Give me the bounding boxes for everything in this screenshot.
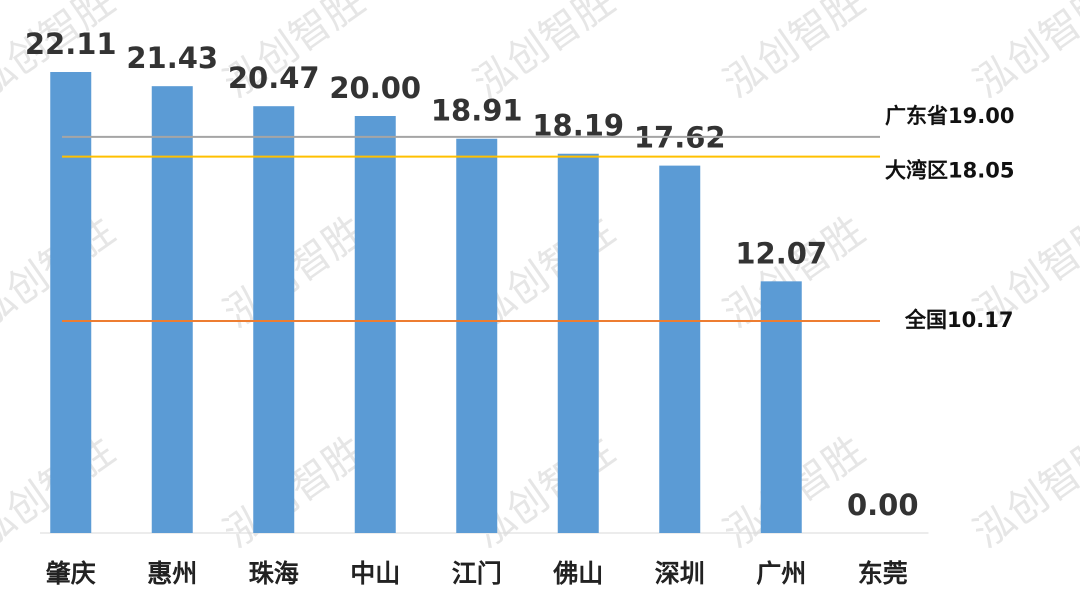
x-tick-label: 江门 bbox=[452, 559, 502, 588]
reference-label: 全国10.17 bbox=[904, 308, 1013, 332]
x-tick-label: 东莞 bbox=[858, 559, 908, 588]
watermark: 泓创智胜 bbox=[716, 0, 873, 107]
bar bbox=[557, 153, 599, 533]
watermark: 泓创智胜 bbox=[466, 0, 623, 107]
x-tick-label: 深圳 bbox=[655, 559, 705, 588]
watermark: 泓创智胜 bbox=[216, 428, 373, 557]
data-label: 20.00 bbox=[329, 71, 421, 105]
watermark: 泓创智胜 bbox=[216, 208, 373, 337]
data-label: 22.11 bbox=[25, 27, 117, 61]
reference-label: 大湾区18.05 bbox=[885, 159, 1014, 183]
watermark: 泓创智胜 bbox=[966, 428, 1080, 557]
bar bbox=[659, 165, 701, 534]
data-label: 20.47 bbox=[228, 61, 320, 95]
watermark: 泓创智胜 bbox=[966, 0, 1080, 107]
bar bbox=[354, 116, 396, 533]
x-tick-label: 珠海 bbox=[249, 559, 299, 588]
reference-label: 广东省19.00 bbox=[885, 104, 1014, 128]
data-label: 0.00 bbox=[847, 488, 919, 522]
bar bbox=[253, 106, 295, 533]
data-label: 18.91 bbox=[431, 94, 523, 128]
bar bbox=[760, 281, 802, 533]
bar bbox=[50, 72, 92, 533]
x-tick-label: 广州 bbox=[756, 559, 806, 588]
x-tick-label: 中山 bbox=[350, 559, 400, 588]
x-tick-label: 惠州 bbox=[147, 559, 197, 588]
data-label: 12.07 bbox=[735, 236, 827, 270]
bar bbox=[456, 138, 498, 533]
bar bbox=[151, 86, 193, 533]
data-label: 21.43 bbox=[126, 41, 218, 75]
x-tick-label: 佛山 bbox=[552, 559, 603, 588]
x-tick-label: 肇庆 bbox=[46, 559, 96, 588]
